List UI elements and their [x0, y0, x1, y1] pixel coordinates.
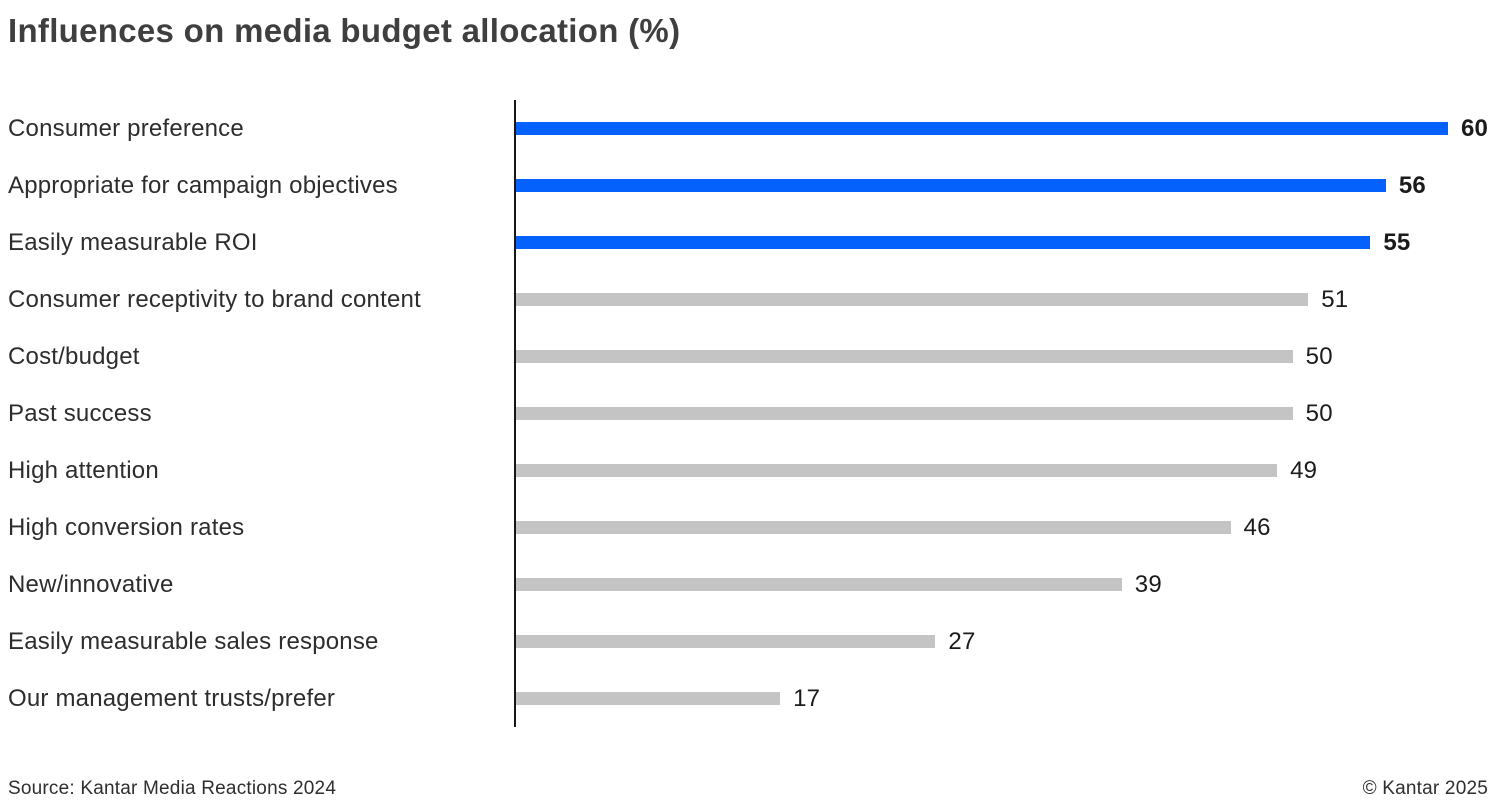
y-axis-and-plot-area: 51: [514, 271, 1448, 328]
bar: [516, 122, 1448, 135]
chart-row: Cost/budget 50: [8, 328, 1500, 385]
y-axis-and-plot-area: 46: [514, 499, 1448, 556]
chart-row: Appropriate for campaign objectives 56: [8, 157, 1500, 214]
chart-row: New/innovative 39: [8, 556, 1500, 613]
value-label: 51: [1321, 285, 1349, 313]
y-axis-and-plot-area: 50: [514, 385, 1448, 442]
bar: [516, 407, 1293, 420]
chart-row: Consumer receptivity to brand content 51: [8, 271, 1500, 328]
category-label: New/innovative: [8, 570, 174, 598]
chart-row: Easily measurable sales response 27: [8, 613, 1500, 670]
value-label: 56: [1398, 171, 1426, 199]
category-label: High conversion rates: [8, 513, 245, 541]
chart-row: Past success 50: [8, 385, 1500, 442]
bar: [516, 521, 1231, 534]
category-label: Past success: [8, 399, 152, 427]
chart-rows: Consumer preference 60 Appropriate for c…: [8, 100, 1500, 727]
bar: [516, 293, 1309, 306]
y-axis-and-plot-area: 56: [514, 157, 1448, 214]
y-axis-and-plot-area: 55: [514, 214, 1448, 271]
chart-row: Easily measurable ROI 55: [8, 214, 1500, 271]
y-axis-and-plot-area: 39: [514, 556, 1448, 613]
y-axis-and-plot-area: 49: [514, 442, 1448, 499]
category-label: Easily measurable sales response: [8, 627, 379, 655]
chart-row: High attention 49: [8, 442, 1500, 499]
value-label: 55: [1383, 228, 1411, 256]
bar: [516, 692, 781, 705]
category-label: Easily measurable ROI: [8, 228, 258, 256]
value-label: 49: [1290, 456, 1318, 484]
chart-row: Our management trusts/prefer 17: [8, 670, 1500, 727]
copyright-text: © Kantar 2025: [1362, 778, 1488, 799]
source-text: Source: Kantar Media Reactions 2024: [8, 778, 337, 799]
y-axis-and-plot-area: 17: [514, 670, 1448, 727]
value-label: 39: [1134, 570, 1162, 598]
value-label: 46: [1243, 513, 1271, 541]
bar: [516, 236, 1371, 249]
category-label: Our management trusts/prefer: [8, 684, 336, 712]
category-label: Cost/budget: [8, 342, 140, 370]
bar: [516, 350, 1293, 363]
chart-title: Influences on media budget allocation (%…: [8, 12, 681, 49]
bar: [516, 179, 1386, 192]
value-label: 60: [1461, 114, 1489, 142]
y-axis-and-plot-area: 50: [514, 328, 1448, 385]
chart-footer: Source: Kantar Media Reactions 2024 © Ka…: [8, 778, 1488, 800]
value-label: 17: [793, 684, 821, 712]
bar: [516, 635, 936, 648]
chart-row: Consumer preference 60: [8, 100, 1500, 157]
category-label: Consumer preference: [8, 114, 244, 142]
y-axis-and-plot-area: 60: [514, 100, 1488, 157]
bar: [516, 464, 1278, 477]
bar: [516, 578, 1122, 591]
chart-row: High conversion rates 46: [8, 499, 1500, 556]
value-label: 50: [1305, 399, 1333, 427]
category-label: Consumer receptivity to brand content: [8, 285, 421, 313]
value-label: 27: [948, 627, 976, 655]
category-label: High attention: [8, 456, 159, 484]
y-axis-and-plot-area: 27: [514, 613, 1448, 670]
category-label: Appropriate for campaign objectives: [8, 171, 398, 199]
value-label: 50: [1305, 342, 1333, 370]
